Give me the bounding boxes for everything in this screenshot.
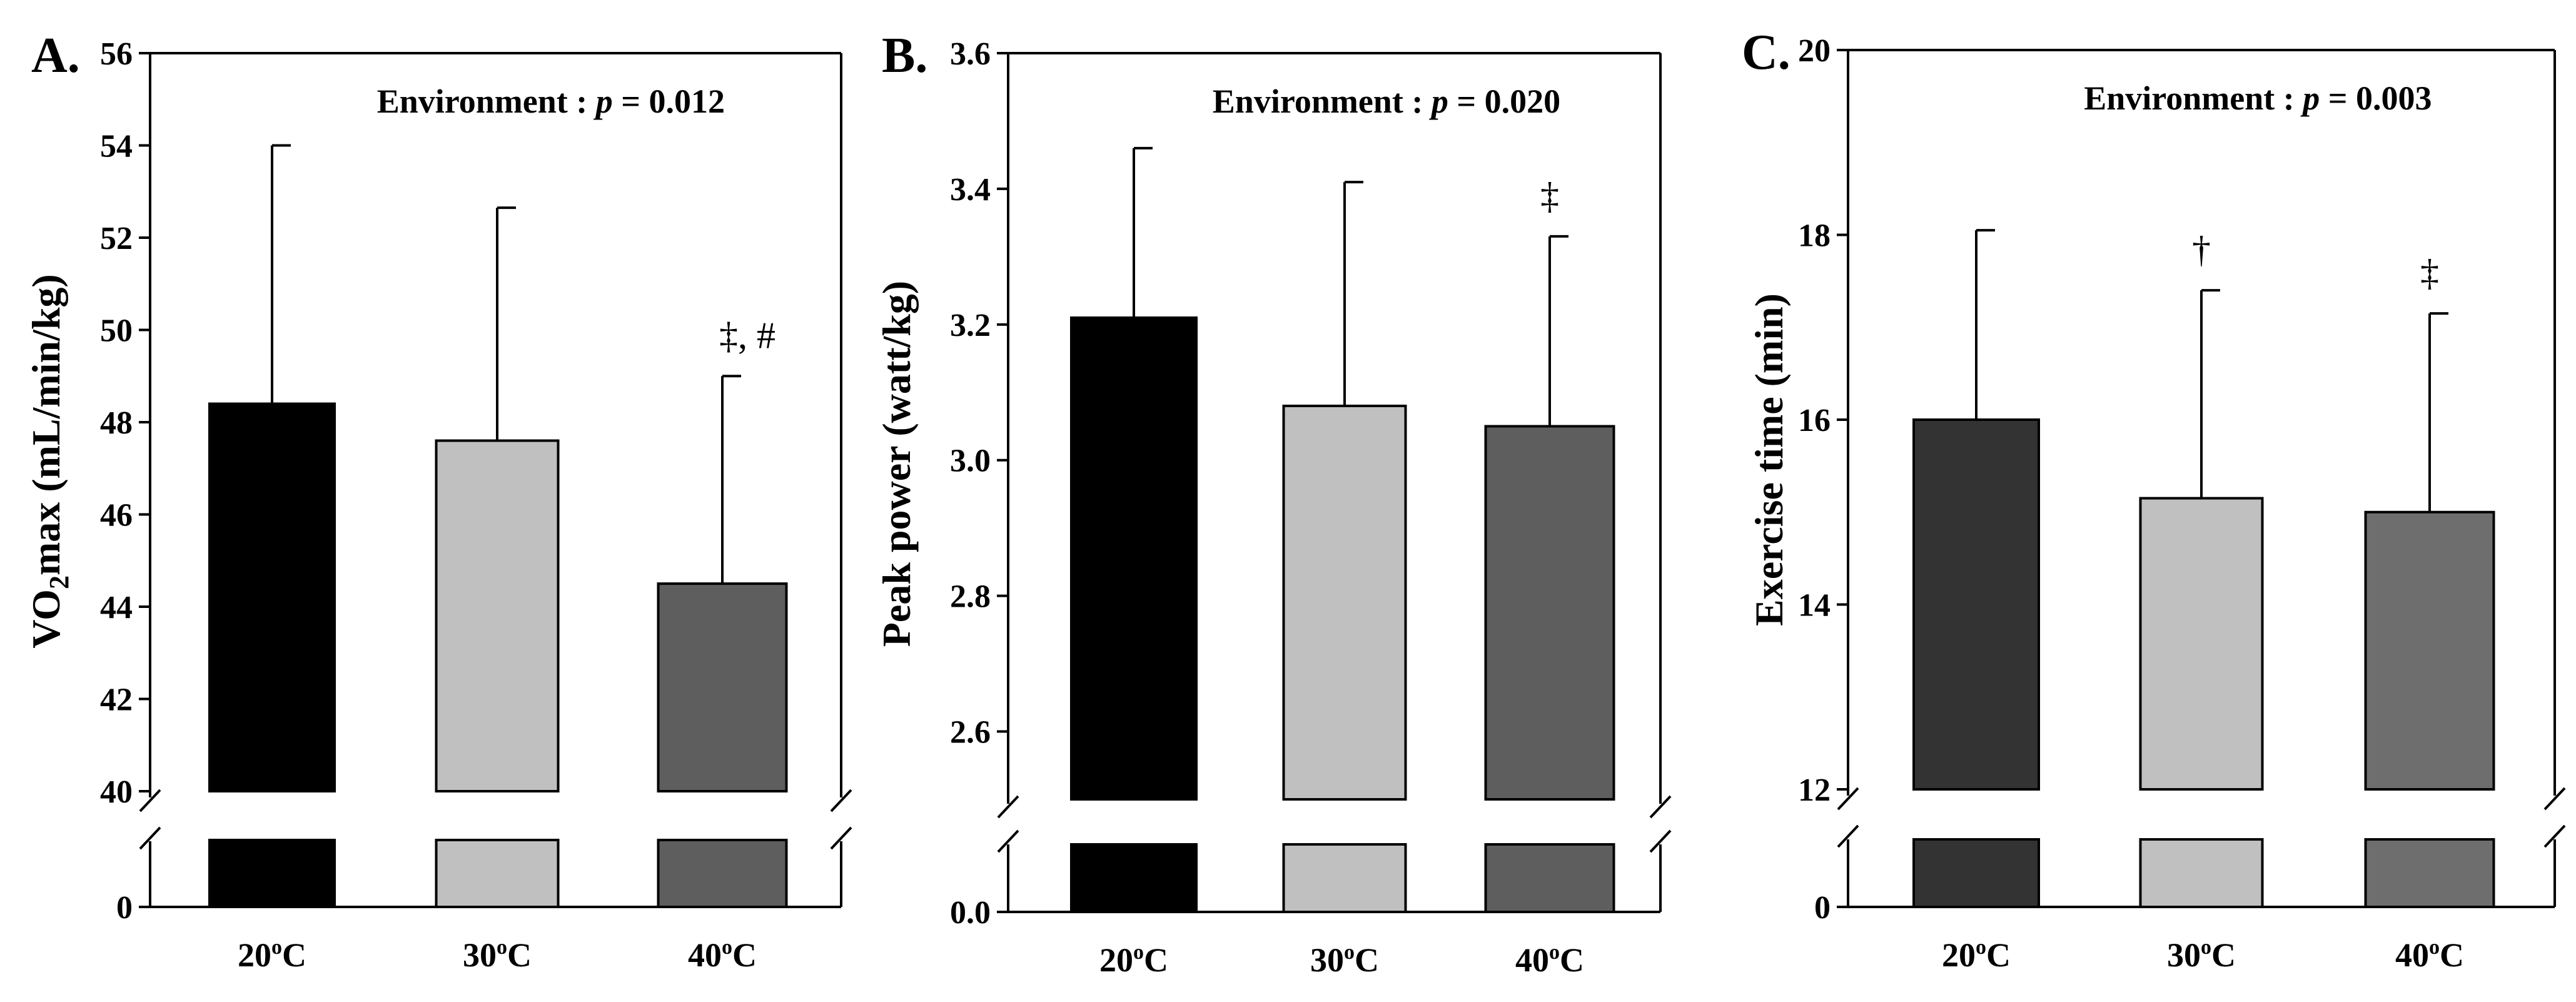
chart-panel-1: 40 42 44 46 48 50 52 54 56 0 20oC 30oC ‡, # 40oC A. Env… bbox=[24, 28, 852, 974]
bar bbox=[2139, 497, 2264, 791]
significance-marker: ‡ bbox=[2420, 252, 2439, 293]
y-axis-label: VO2max (mL/min/kg) bbox=[24, 274, 74, 649]
axis-break-mark bbox=[1649, 829, 1672, 853]
bar bbox=[1070, 316, 1198, 801]
bar bbox=[2364, 510, 2495, 791]
y-tick-label: 44 bbox=[100, 590, 133, 625]
bar-lower-segment bbox=[1282, 843, 1407, 913]
y-tick-label: 56 bbox=[100, 36, 133, 72]
axis-break-mark bbox=[1837, 824, 1859, 848]
axis-break-mark bbox=[139, 826, 161, 850]
axis-break-mark bbox=[139, 789, 161, 812]
bar bbox=[1912, 418, 2040, 791]
significance-marker: † bbox=[2192, 229, 2211, 270]
panel-label: A. bbox=[31, 28, 80, 83]
y-tick-label: 50 bbox=[100, 313, 133, 349]
y-tick-label: 3.2 bbox=[950, 308, 991, 343]
x-category-label: 40oC bbox=[2395, 936, 2464, 974]
chart-panel-3: 12 14 16 18 20 0 20oC † 30oC ‡ 40oC C. Environment :… bbox=[1742, 25, 2566, 974]
axis-break-mark bbox=[830, 789, 852, 812]
axis-break-mark bbox=[2543, 787, 2566, 811]
axis-break-mark bbox=[997, 795, 1019, 819]
bar bbox=[1484, 425, 1615, 801]
bar-lower-segment bbox=[657, 839, 788, 908]
x-category-label: 30oC bbox=[2167, 936, 2236, 974]
x-category-label: 40oC bbox=[1515, 941, 1584, 979]
y-tick-label: 3.0 bbox=[950, 443, 991, 479]
bar-lower-segment bbox=[2364, 838, 2495, 908]
y-tick-label-lower: 0 bbox=[1814, 890, 1831, 926]
environment-annotation: Environment : p = 0.012 bbox=[377, 83, 725, 120]
x-category-label: 40oC bbox=[688, 936, 757, 974]
bar bbox=[1282, 404, 1407, 801]
y-tick-label: 16 bbox=[1798, 403, 1831, 438]
x-category-label: 20oC bbox=[238, 936, 306, 974]
x-category-label: 30oC bbox=[1310, 941, 1379, 979]
y-tick-label-lower: 0.0 bbox=[950, 895, 991, 931]
y-tick-label: 52 bbox=[100, 221, 133, 256]
y-tick-label: 18 bbox=[1798, 218, 1831, 254]
x-category-label: 20oC bbox=[1942, 936, 2011, 974]
bar-lower-segment bbox=[1070, 843, 1198, 913]
y-tick-label: 54 bbox=[100, 129, 133, 164]
significance-marker: ‡, # bbox=[719, 315, 775, 356]
bar-lower-segment bbox=[2139, 838, 2264, 908]
axis-break-mark bbox=[1837, 787, 1859, 811]
axis-break-mark bbox=[1649, 795, 1672, 819]
bar-lower-segment bbox=[435, 839, 560, 908]
environment-annotation: Environment : p = 0.020 bbox=[1213, 83, 1560, 120]
y-tick-label: 42 bbox=[100, 682, 133, 718]
bar-lower-segment bbox=[1484, 843, 1615, 913]
y-tick-label: 2.8 bbox=[950, 579, 991, 615]
bar-lower-segment bbox=[1912, 838, 2040, 908]
bar bbox=[208, 402, 336, 792]
y-tick-label: 20 bbox=[1798, 33, 1831, 69]
bar bbox=[435, 439, 560, 792]
y-tick-label: 48 bbox=[100, 405, 133, 441]
x-category-label: 30oC bbox=[463, 936, 532, 974]
axis-break-mark bbox=[830, 826, 852, 850]
panel-label: C. bbox=[1742, 25, 1791, 80]
significance-marker: ‡ bbox=[1540, 175, 1559, 216]
y-tick-label: 14 bbox=[1798, 588, 1831, 624]
y-tick-label: 12 bbox=[1798, 772, 1831, 808]
axis-break-mark bbox=[997, 829, 1019, 853]
y-axis-label: Exercise time (min) bbox=[1747, 293, 1791, 626]
y-axis-label: Peak power (watt/kg) bbox=[874, 281, 919, 647]
y-tick-label: 46 bbox=[100, 498, 133, 534]
y-tick-label: 2.6 bbox=[950, 715, 991, 751]
y-tick-label-lower: 0 bbox=[116, 890, 133, 926]
environment-annotation: Environment : p = 0.003 bbox=[2084, 79, 2432, 117]
y-tick-label: 3.4 bbox=[950, 172, 991, 208]
chart-panel-2: 2.6 2.8 3.0 3.2 3.4 3.6 0.0 20oC 30oC ‡ 40oC B. Envi… bbox=[874, 28, 1672, 979]
bar-lower-segment bbox=[208, 839, 336, 908]
x-category-label: 20oC bbox=[1099, 941, 1168, 979]
bar bbox=[657, 582, 788, 792]
y-tick-label: 3.6 bbox=[950, 36, 991, 72]
panel-label: B. bbox=[882, 28, 927, 83]
y-tick-label: 40 bbox=[100, 774, 133, 810]
axis-break-mark bbox=[2543, 824, 2566, 848]
